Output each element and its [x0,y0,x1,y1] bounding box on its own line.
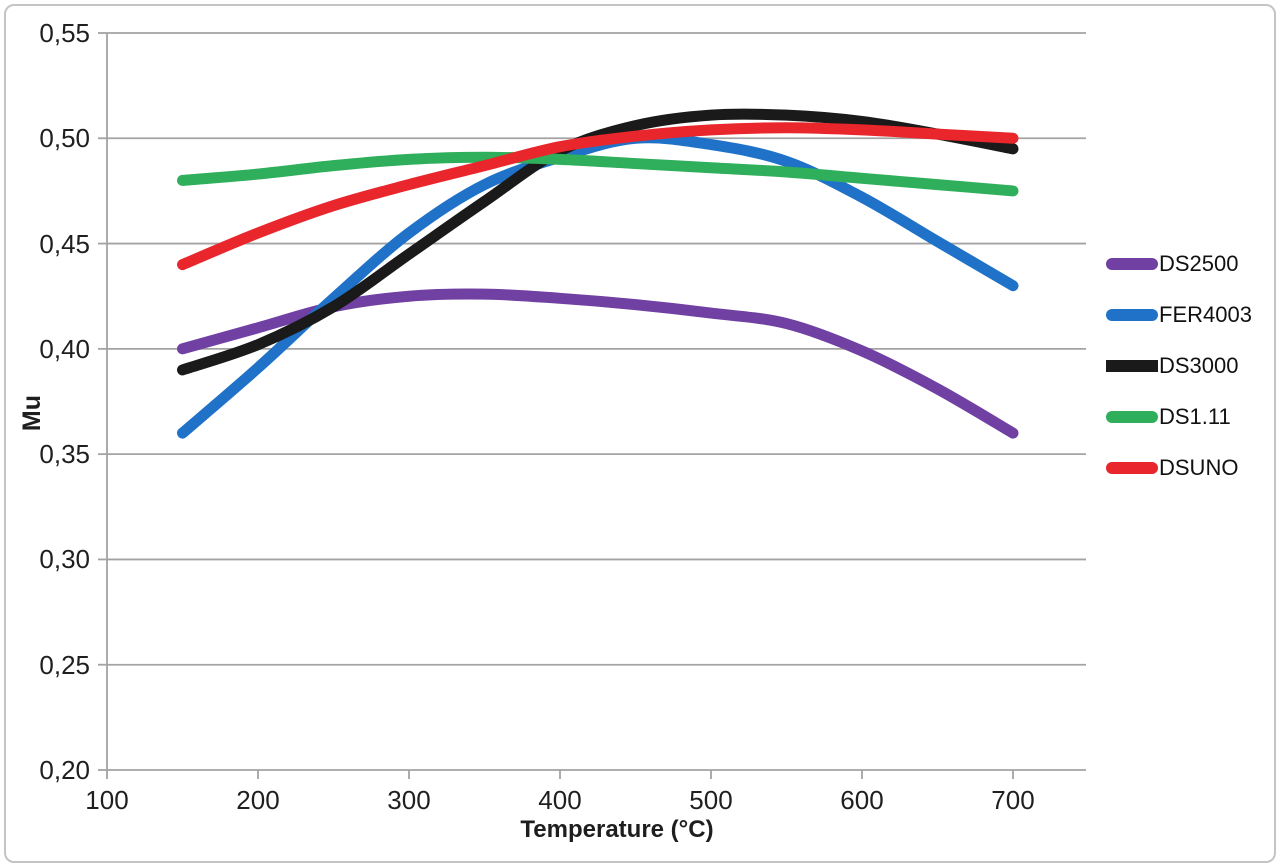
legend-swatch-icon [1106,410,1158,423]
x-tick-label: 100 [85,785,129,815]
series-line-dsuno [177,122,1019,271]
y-tick-label: 0,25 [39,649,90,680]
x-tick-label: 200 [236,785,280,815]
series-line-ds111 [177,151,1019,197]
legend-label: DSUNO [1159,454,1239,480]
legend-item-ds3000: DS3000 [1106,340,1252,391]
x-tick-label: 300 [387,785,431,815]
legend-swatch-icon [1106,461,1158,474]
legend-label: DS1.11 [1159,403,1231,429]
y-tick-label: 0,50 [39,123,90,154]
y-tick-label: 0,55 [39,18,90,48]
y-tick-label: 0,45 [39,228,90,259]
x-axis-title: Temperature (°C) [520,816,714,843]
x-tick-label: 700 [991,785,1035,815]
y-tick-label: 0,40 [39,333,90,364]
series-line-ds3000 [177,108,1019,376]
x-tick-label: 400 [538,785,582,815]
legend-label: DS2500 [1159,250,1239,276]
y-axis-title: Mu [18,394,46,432]
x-tick-label: 500 [689,785,733,815]
legend-item-dsuno: DSUNO [1106,442,1252,493]
legend-item-fer4003: FER4003 [1106,289,1252,340]
legend: DS2500 FER4003 DS3000 DS1.11 DSUNO [1106,238,1252,493]
y-tick-label: 0,30 [39,544,90,575]
series-line-ds2500 [177,288,1019,439]
y-tick-label: 0,20 [39,755,90,785]
legend-item-ds111: DS1.11 [1106,391,1252,442]
legend-swatch-icon [1106,257,1158,270]
x-tick-label: 600 [840,785,884,815]
legend-swatch-icon [1106,308,1158,321]
legend-swatch-icon [1106,359,1158,372]
legend-label: FER4003 [1159,301,1252,327]
legend-item-ds2500: DS2500 [1106,238,1252,289]
legend-label: DS3000 [1159,352,1239,378]
y-tick-label: 0,35 [39,439,90,470]
